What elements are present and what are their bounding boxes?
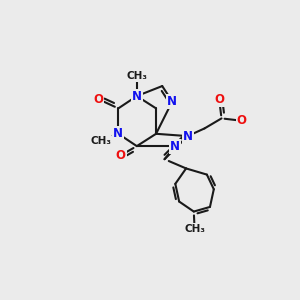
- Text: N: N: [113, 127, 123, 140]
- Text: O: O: [236, 114, 247, 127]
- Text: CH₃: CH₃: [126, 71, 147, 81]
- Text: O: O: [214, 93, 224, 106]
- Text: O: O: [93, 93, 103, 106]
- Text: O: O: [116, 149, 126, 162]
- Text: N: N: [170, 140, 180, 153]
- Text: N: N: [132, 90, 142, 103]
- Text: N: N: [167, 95, 177, 108]
- Text: N: N: [183, 130, 193, 142]
- Text: CH₃: CH₃: [184, 224, 205, 233]
- Text: CH₃: CH₃: [91, 136, 112, 146]
